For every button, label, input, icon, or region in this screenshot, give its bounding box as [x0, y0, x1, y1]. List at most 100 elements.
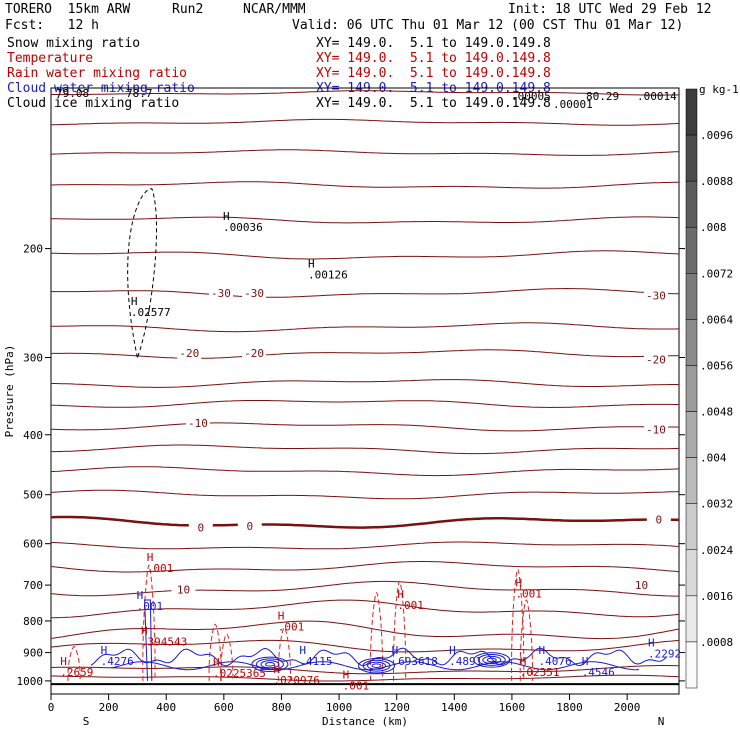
max-value-label: .4115: [299, 655, 332, 668]
colorbar-tick-label: .0032: [700, 498, 733, 511]
max-value-label: .001: [278, 621, 305, 634]
top-edge-label: .00005: [511, 90, 551, 103]
colorbar-segment: [685, 226, 698, 274]
max-value-label: .001: [515, 588, 542, 601]
max-value-label: .00036: [223, 221, 263, 234]
colorbar-tick-label: .0016: [700, 590, 733, 603]
isotherm-line: [50, 561, 680, 573]
init-time: Init: 18 UTC Wed 29 Feb 12: [508, 2, 712, 17]
y-tick-label: 300: [23, 351, 43, 364]
rain-contour: [392, 580, 407, 681]
max-marker: H: [278, 610, 285, 623]
max-value-label: .001: [137, 600, 164, 613]
isotherm-line: [50, 541, 680, 550]
rain-contour: [511, 568, 525, 681]
plot-frame: [50, 87, 680, 695]
temp-contour-label: -20: [646, 353, 666, 366]
max-marker: H: [520, 655, 527, 668]
cloudwater-max-contour: [477, 654, 506, 666]
temp-contour-label: -30: [244, 287, 264, 300]
max-marker: H: [60, 655, 67, 668]
colorbar-segment: [685, 595, 698, 643]
isotherm-line: [50, 639, 680, 653]
y-tick-label: 600: [23, 538, 43, 551]
run-label: Run2: [172, 2, 204, 17]
rain-contour: [208, 623, 222, 681]
temp-contour-label: 0: [197, 522, 204, 535]
y-tick-label: 500: [23, 489, 43, 502]
max-marker: H: [397, 588, 404, 601]
temp-contour-label: -20: [244, 347, 264, 360]
x-tick-label: 400: [156, 701, 176, 714]
cloudwater-max-contour: [358, 657, 396, 674]
x-tick-label: 200: [99, 701, 119, 714]
x-tick-label: 0: [48, 701, 55, 714]
colorbar-tick-label: .008: [700, 221, 727, 234]
max-value-label: .2659: [60, 666, 93, 679]
temp-contour-label: -20: [179, 347, 199, 360]
max-value-label: .2292: [648, 648, 681, 661]
temp-label-bg: [629, 578, 654, 592]
max-marker: H: [223, 210, 230, 223]
colorbar-tick-label: .0048: [700, 406, 733, 419]
forecast-hour: Fcst: 12 h: [5, 18, 99, 33]
max-marker: H: [449, 644, 456, 657]
max-marker: H: [582, 655, 589, 668]
temp-label-bg: [177, 345, 202, 359]
top-edge-label: 80.29: [586, 90, 619, 103]
isotherm-line: [50, 665, 680, 675]
max-value-label: .394543: [141, 635, 187, 648]
max-marker: H: [538, 644, 545, 657]
isotherm-line: [50, 580, 679, 597]
max-marker: H: [101, 644, 108, 657]
temp-contour-label: 10: [635, 579, 648, 592]
colorbar-tick-label: .0008: [700, 636, 733, 649]
temp-label-bg: [188, 520, 213, 534]
temp-contour-label: -10: [188, 417, 208, 430]
x-tick-label: 1600: [499, 701, 526, 714]
x-tick-label: 1000: [326, 701, 353, 714]
top-edge-label: .00001: [553, 98, 593, 111]
max-marker: H: [213, 656, 220, 669]
max-marker: H: [137, 589, 144, 602]
isotherm-line: [51, 349, 680, 359]
max-value-label: .001: [147, 562, 174, 575]
top-edge-label: 78.7: [126, 87, 153, 100]
ice-contour: [127, 188, 158, 358]
max-value-label: .4546: [582, 666, 615, 679]
y-axis-label: Pressure (hPa): [3, 345, 16, 438]
y-tick-label: 200: [23, 243, 43, 256]
temp-label-bg: [242, 345, 267, 359]
y-tick-label: 1000: [17, 675, 44, 688]
max-value-label: .02351: [520, 666, 560, 679]
y-tick-label: 900: [23, 647, 43, 660]
temp-contour-label: 0: [246, 520, 253, 533]
temp-contour-label: -30: [211, 287, 231, 300]
field-snow-name: Snow mixing ratio: [7, 36, 141, 51]
cloudwater-max-contour: [362, 659, 391, 672]
isotherm-line: [50, 149, 680, 156]
x-tick-label: 1400: [441, 701, 468, 714]
max-marker: H: [147, 551, 154, 564]
colorbar-segment: [685, 88, 698, 136]
x-tick-label: 800: [272, 701, 292, 714]
max-value-label: .693618: [392, 655, 438, 668]
max-marker: H: [515, 577, 522, 590]
rain-contour: [519, 599, 533, 681]
temp-contour-label: -30: [646, 289, 666, 302]
colorbar-segment: [685, 549, 698, 597]
isotherm-line: [50, 250, 680, 260]
colorbar-tick-label: .0064: [700, 313, 733, 326]
isotherm-line: [51, 90, 680, 96]
colorbar-tick-label: .0056: [700, 359, 733, 372]
isotherm-line: [50, 489, 680, 500]
x-tick-label: 600: [214, 701, 234, 714]
field-temp-xy: XY= 149.0. 5.1 to 149.0.149.8: [316, 51, 551, 66]
max-marker: H: [131, 295, 138, 308]
colorbar-tick-label: .0096: [700, 129, 733, 142]
isotherm-line: [51, 379, 679, 388]
colorbar-segment: [685, 365, 698, 412]
cloudwater-column-contour: [144, 599, 153, 681]
colorbar-segment: [685, 503, 698, 551]
